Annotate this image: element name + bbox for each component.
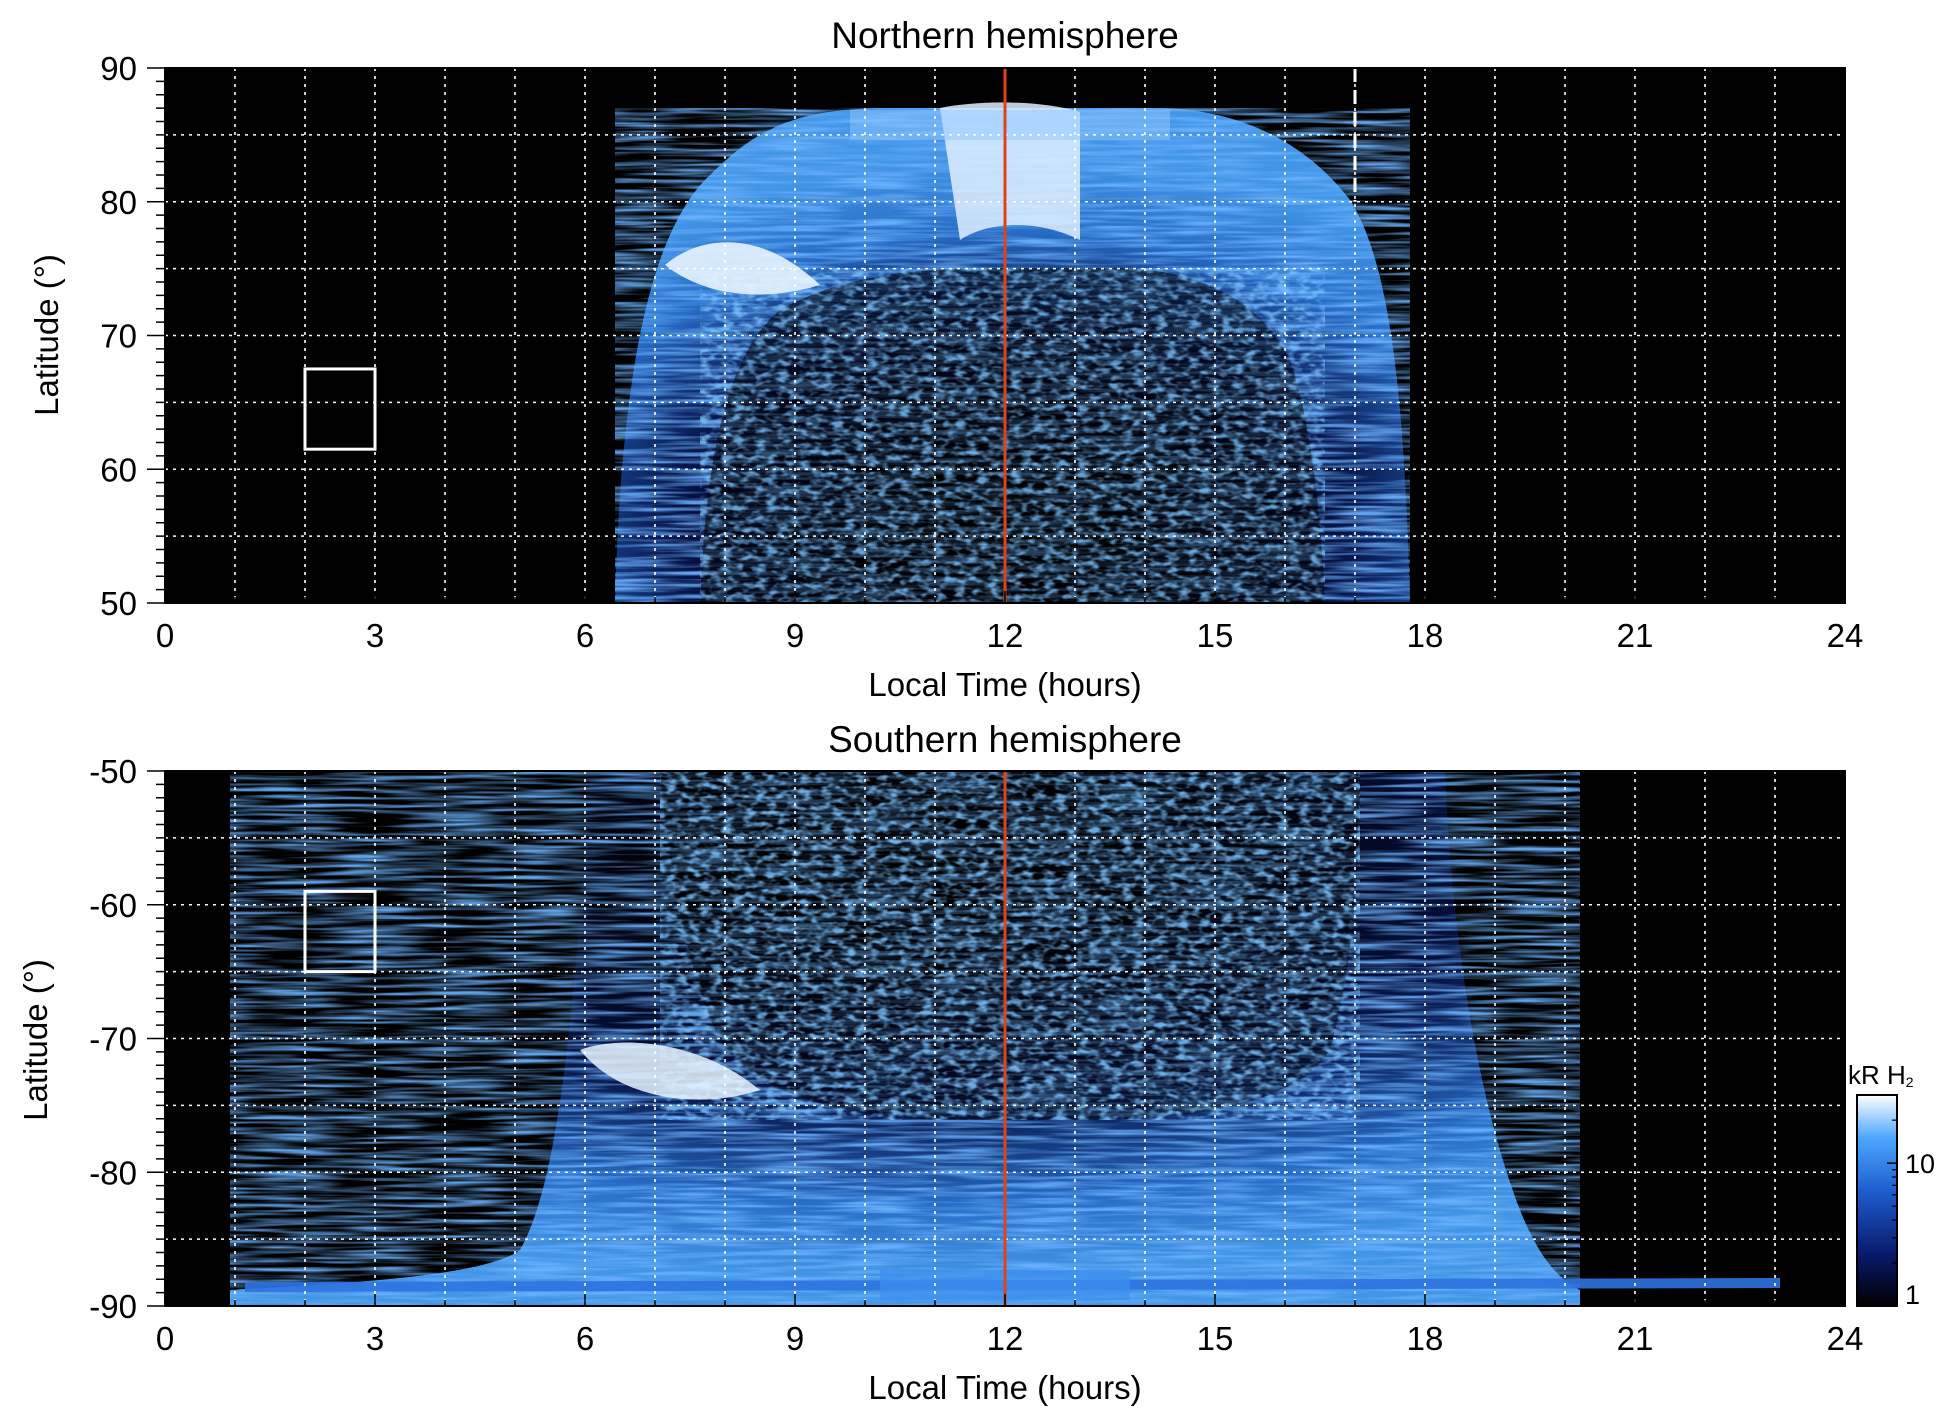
- x-tick-label: 9: [786, 1320, 804, 1357]
- x-tick-label: 21: [1617, 617, 1654, 654]
- y-tick-label: -60: [89, 887, 137, 924]
- x-tick-label: 24: [1827, 1320, 1864, 1357]
- reference-box: [303, 367, 377, 451]
- x-tick-label: 18: [1407, 1320, 1444, 1357]
- auroral-emission: [615, 102, 1410, 603]
- axes-north: 0 3 6 9 12 15 18 21 24 50 60 70 80 90: [100, 50, 1863, 654]
- y-tick-label: -90: [89, 1288, 137, 1325]
- colorbar-gradient: [1856, 1094, 1898, 1307]
- x-tick-label: 15: [1197, 1320, 1234, 1357]
- y-tick-label: -70: [89, 1021, 137, 1058]
- reference-box: [303, 889, 377, 974]
- x-tick-label: 12: [987, 1320, 1024, 1357]
- colorbar-tick-label: 10: [1905, 1149, 1935, 1179]
- x-tick-label: 6: [576, 617, 594, 654]
- southern-hemisphere-panel: 0 3 6 9 12 15 18 21 24 -50 -60 -70 -80 -90 Southern h…: [17, 719, 1863, 1406]
- x-tick-label: 3: [366, 1320, 384, 1357]
- x-tick-label: 21: [1617, 1320, 1654, 1357]
- y-tick-label: -50: [89, 753, 137, 790]
- y-axis-label: Latitude (°): [28, 254, 65, 416]
- x-tick-label: 0: [156, 1320, 174, 1357]
- colorbar-label: kR H2: [1848, 1060, 1914, 1090]
- x-tick-label: 18: [1407, 617, 1444, 654]
- y-tick-label: 70: [100, 318, 137, 355]
- chart-title: Southern hemisphere: [828, 719, 1182, 760]
- x-tick-label: 24: [1827, 617, 1864, 654]
- colorbar-ticks: 10 1: [1887, 1094, 1935, 1310]
- axes-south: 0 3 6 9 12 15 18 21 24 -50 -60 -70 -80 -90: [89, 753, 1863, 1357]
- y-tick-label: -80: [89, 1154, 137, 1191]
- x-tick-label: 9: [786, 617, 804, 654]
- x-tick-label: 12: [987, 617, 1024, 654]
- colorbar: kR H2 10 1: [1848, 1060, 1935, 1310]
- x-tick-label: 15: [1197, 617, 1234, 654]
- y-axis-label: Latitude (°): [17, 959, 54, 1121]
- colorbar-tick-label: 1: [1905, 1280, 1920, 1310]
- northern-hemisphere-panel: 0 3 6 9 12 15 18 21 24 50 60 70 80 90 Northern hemisp…: [28, 15, 1863, 703]
- x-tick-label: 6: [576, 1320, 594, 1357]
- chart-title: Northern hemisphere: [831, 15, 1179, 56]
- y-tick-label: 80: [100, 184, 137, 221]
- x-tick-label: 0: [156, 617, 174, 654]
- auroral-emission: [230, 771, 1780, 1306]
- y-tick-label: 90: [100, 50, 137, 87]
- x-tick-label: 3: [366, 617, 384, 654]
- y-tick-label: 60: [100, 451, 137, 488]
- x-axis-label: Local Time (hours): [868, 666, 1141, 703]
- y-tick-label: 50: [100, 585, 137, 622]
- x-axis-label: Local Time (hours): [868, 1369, 1141, 1406]
